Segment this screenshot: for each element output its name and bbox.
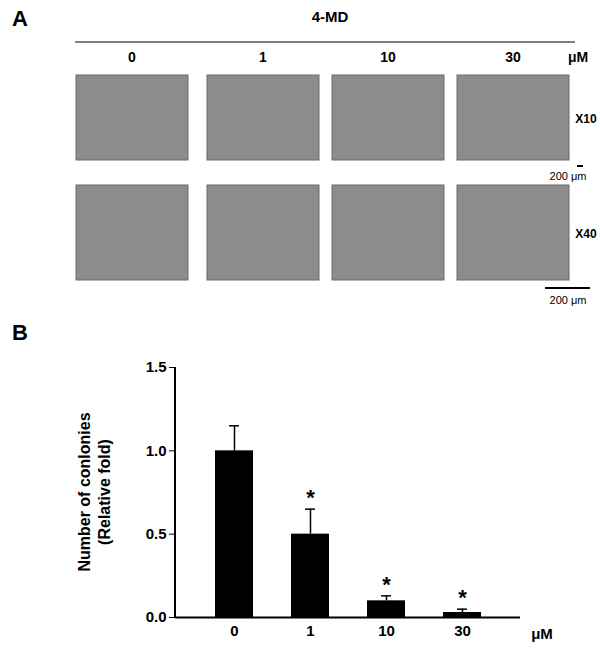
- svg-text:*: *: [458, 585, 467, 610]
- html-text:B: B: [12, 320, 28, 345]
- svg-text:1: 1: [306, 622, 314, 639]
- svg-text:1.5: 1.5: [146, 358, 167, 375]
- svg-text:*: *: [306, 485, 315, 510]
- svg-text:X40: X40: [575, 227, 597, 241]
- svg-text:1.0: 1.0: [146, 442, 167, 459]
- svg-text:200 μm: 200 μm: [550, 170, 587, 182]
- svg-text:0: 0: [128, 49, 136, 65]
- svg-text:0: 0: [230, 622, 238, 639]
- svg-text:X10: X10: [575, 112, 597, 126]
- svg-text:1: 1: [259, 49, 267, 65]
- svg-text:A: A: [12, 6, 28, 31]
- svg-text:*: *: [382, 572, 391, 597]
- svg-text:30: 30: [505, 49, 521, 65]
- svg-text:μM: μM: [568, 49, 588, 65]
- svg-text:10: 10: [380, 49, 396, 65]
- svg-text:30: 30: [454, 622, 471, 639]
- svg-text:0.0: 0.0: [146, 608, 167, 625]
- svg-text:0.5: 0.5: [146, 525, 167, 542]
- svg-text:μM: μM: [531, 625, 553, 642]
- svg-text:10: 10: [378, 622, 395, 639]
- svg-text:Number of conlonies(Relative f: Number of conlonies(Relative fold): [76, 412, 113, 571]
- svg-text:200 μm: 200 μm: [550, 294, 587, 306]
- svg-text:4-MD: 4-MD: [312, 8, 349, 25]
